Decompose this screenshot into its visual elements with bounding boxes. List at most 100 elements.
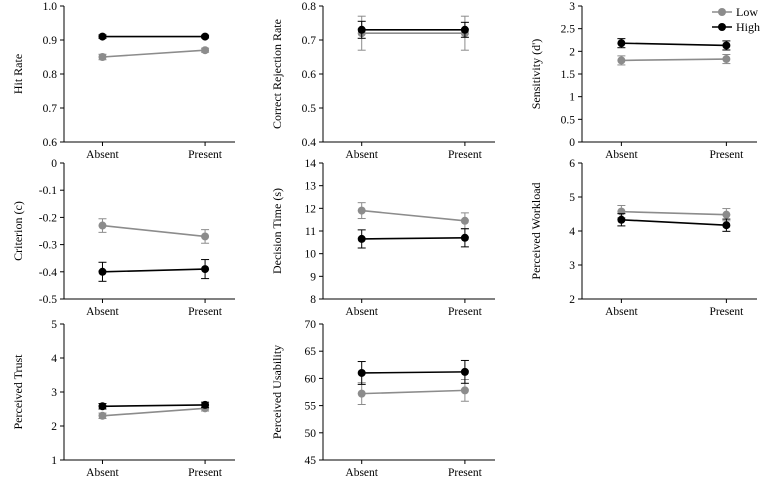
y-axis-title: Perceived Trust — [11, 354, 25, 430]
series-line — [102, 49, 206, 58]
series-line — [102, 407, 206, 417]
data-point — [357, 368, 366, 377]
series-low — [98, 46, 210, 61]
y-axis-title: Correct Rejection Rate — [270, 19, 284, 129]
y-tick-label: 3 — [569, 1, 575, 13]
y-tick-label: 9 — [310, 271, 316, 283]
y-tick-label: 13 — [305, 181, 317, 193]
data-point — [201, 265, 210, 274]
y-axis-title: Perceived Workload — [529, 182, 543, 279]
y-tick-label: 2 — [51, 421, 57, 433]
y-tick-label: 14 — [305, 158, 317, 170]
data-point — [98, 32, 107, 41]
y-axis-title: Sensitivity (d') — [529, 39, 543, 110]
y-tick-label: 0.7 — [302, 35, 317, 47]
chart-sensitivity-d: 0 0.5 1 1.5 2 2.5 3 Absent Present Sensitivity (d… — [529, 1, 757, 161]
series-line — [621, 210, 727, 216]
x-tick-label: Present — [448, 149, 483, 161]
y-tick-label: 4 — [569, 226, 575, 238]
y-tick-label: 12 — [305, 203, 317, 215]
y-tick-label: 2 — [569, 294, 575, 306]
series-line — [361, 371, 465, 374]
series-line — [361, 389, 465, 395]
y-tick-label: -0.4 — [39, 267, 57, 279]
series-high — [98, 400, 210, 411]
legend-label: Low — [736, 5, 758, 19]
legend-swatch-marker — [718, 8, 726, 16]
data-point — [357, 206, 366, 215]
data-point — [460, 386, 469, 395]
y-tick-label: 3 — [51, 387, 57, 399]
series-line — [621, 218, 727, 227]
y-tick-label: 0 — [51, 158, 57, 170]
y-tick-label: 5 — [51, 319, 57, 331]
data-point — [722, 221, 731, 230]
data-point — [201, 232, 210, 241]
y-tick-label: 50 — [305, 428, 317, 440]
chart-perceived-trust: 1 2 3 4 5 Absent Present Perceived Trust — [11, 319, 235, 479]
y-tick-label: 6 — [569, 158, 575, 170]
x-tick-label: Absent — [345, 467, 378, 479]
y-tick-label: 10 — [305, 249, 317, 261]
series-high — [98, 32, 210, 41]
y-tick-label: -0.1 — [39, 185, 57, 197]
x-tick-label: Absent — [605, 149, 638, 161]
data-point — [201, 400, 210, 409]
series-line — [102, 404, 206, 408]
y-tick-label: 45 — [305, 455, 317, 467]
series-line — [621, 58, 727, 62]
x-tick-label: Present — [448, 306, 483, 318]
y-tick-label: 0.5 — [302, 103, 317, 115]
series-high — [98, 259, 210, 282]
data-point — [460, 216, 469, 225]
y-axis-title: Decision Time (s) — [270, 188, 284, 274]
y-tick-label: 3 — [569, 260, 575, 272]
series-low — [357, 378, 469, 406]
y-tick-label: 55 — [305, 401, 317, 413]
x-tick-label: Absent — [86, 467, 119, 479]
data-point — [98, 411, 107, 420]
series-high — [617, 38, 731, 51]
series-low — [617, 205, 731, 222]
x-tick-label: Absent — [86, 306, 119, 318]
series-line — [361, 209, 465, 222]
y-tick-label: 0.9 — [43, 35, 58, 47]
data-point — [617, 39, 626, 48]
y-tick-label: 0.5 — [561, 114, 576, 126]
x-tick-label: Absent — [345, 149, 378, 161]
series-low — [357, 202, 469, 230]
data-point — [460, 233, 469, 242]
data-point — [357, 389, 366, 398]
series-low — [98, 218, 210, 244]
x-tick-label: Present — [188, 306, 223, 318]
data-point — [201, 46, 210, 55]
x-tick-label: Absent — [605, 306, 638, 318]
y-tick-label: 4 — [51, 353, 57, 365]
y-tick-label: 0.6 — [302, 69, 317, 81]
y-axis-title: Perceived Usability — [270, 345, 284, 439]
data-point — [201, 32, 210, 41]
legend-item-low: Low — [712, 5, 758, 19]
y-tick-label: -0.2 — [39, 212, 57, 224]
y-tick-label: -0.3 — [39, 240, 57, 252]
series-high — [617, 213, 731, 232]
x-tick-label: Present — [709, 149, 744, 161]
series-line — [102, 268, 206, 273]
x-tick-label: Present — [448, 467, 483, 479]
data-point — [98, 53, 107, 61]
data-point — [98, 402, 107, 411]
x-tick-label: Absent — [86, 149, 119, 161]
data-point — [357, 234, 366, 243]
y-tick-label: 0.4 — [302, 137, 317, 149]
y-tick-label: 0.7 — [43, 103, 58, 115]
series-low — [357, 15, 469, 51]
y-tick-label: 8 — [310, 294, 316, 306]
x-tick-label: Present — [709, 306, 744, 318]
chart-perceived-usability: 45 50 55 60 65 70 Absent Present Perceived Usabi… — [270, 319, 495, 479]
series-line — [361, 237, 465, 240]
y-tick-label: 1 — [51, 455, 57, 467]
y-tick-label: 1 — [569, 92, 575, 104]
